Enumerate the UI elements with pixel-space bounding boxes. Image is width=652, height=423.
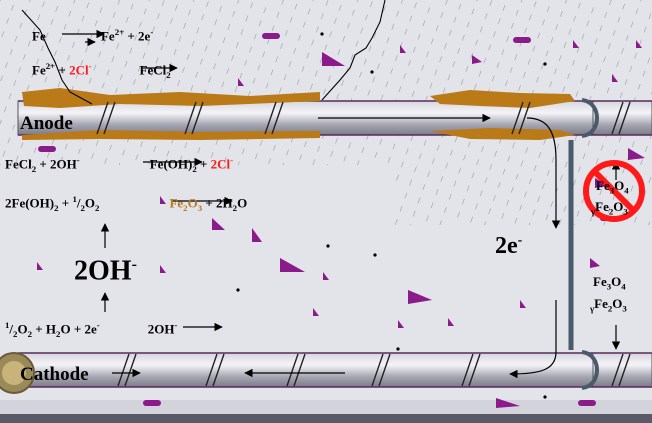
cathode-bend: [581, 350, 599, 390]
magnetite-label: Fe3O4: [593, 274, 626, 292]
blocked-oxide-label-2: γFe2O3: [591, 199, 628, 217]
anode-bend: [581, 98, 599, 138]
reaction-rust-formation: 2Fe(OH)2 + 1/2O2 Fe2O3 + 2H2O: [5, 194, 248, 213]
electrons-label: 2e-: [495, 233, 523, 259]
emblem-icon: [0, 352, 35, 394]
pipe-slash-marks: [96, 101, 631, 387]
blocked-oxide-label: Fe3O4: [596, 178, 629, 196]
electron-flow-arrows: [85, 37, 561, 379]
bottom-border: [0, 414, 652, 423]
maghemite-label: γFe2O3: [590, 296, 627, 314]
reaction-hydroxide: FeCl2 + 2OH- Fe(OH)2 + 2Cl-: [5, 155, 234, 174]
rust-deposit: [22, 88, 575, 140]
reaction-chloride: Fe2+ + 2Cl- FeCl2: [32, 61, 171, 80]
crack-left: [21, 9, 93, 105]
particles: [37, 33, 645, 408]
dots: [236, 32, 547, 399]
crack-right: [321, 0, 386, 101]
bottom-strip: [0, 400, 652, 414]
anode-label: Anode: [20, 113, 73, 134]
cathode-pipe: [17, 352, 652, 388]
reaction-oxygen-reduction: 1/2O2 + H2O + 2e- 2OH-: [5, 320, 178, 339]
reaction-arrows: [62, 29, 621, 350]
cathode-label: Cathode: [20, 364, 89, 385]
prohibited-icon: [583, 160, 645, 222]
reaction-iron-oxidation: Fe Fe2+ + 2e-: [32, 27, 154, 44]
hydroxide-label: 2OH-: [74, 255, 137, 287]
